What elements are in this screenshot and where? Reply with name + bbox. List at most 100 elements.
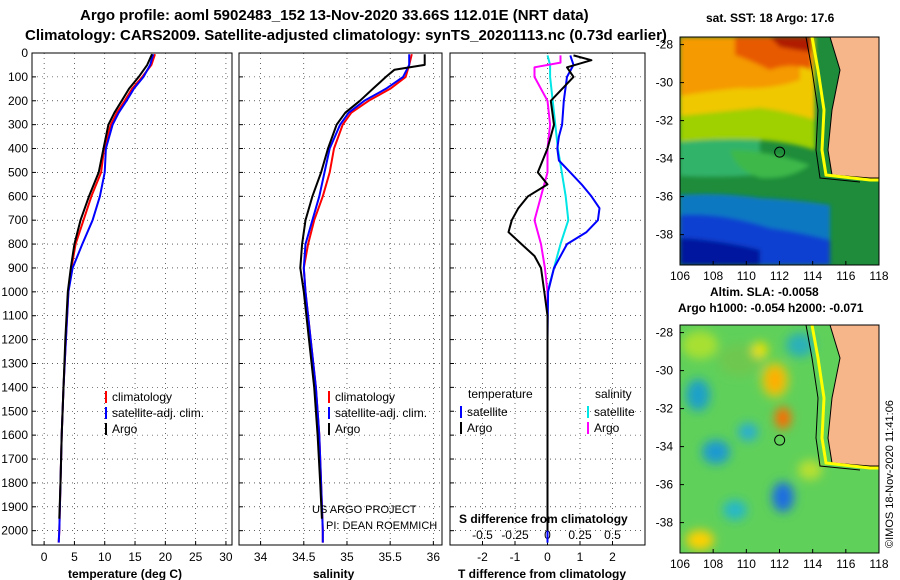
map-lon-label: 118: [869, 269, 888, 283]
x-tick-label: 10: [98, 550, 112, 564]
x-tick-label: 30: [219, 550, 233, 564]
depth-tick-label: 1700: [1, 452, 28, 466]
x-tick-label: 5: [71, 550, 78, 564]
map-lon-label: 110: [737, 557, 756, 571]
panel-frame: [31, 52, 233, 546]
panel-frame: [238, 52, 443, 546]
map-lat-label: -32: [656, 402, 674, 416]
series-line-satellite-adj-clim-: [302, 54, 411, 543]
map-lon-label: 114: [803, 269, 822, 283]
depth-tick-label: 1000: [1, 285, 28, 299]
x-tick-label: 36: [427, 550, 441, 564]
depth-tick-label: 0: [21, 46, 28, 60]
legend-climatology: climatology: [112, 390, 172, 404]
x-axis-title: temperature (deg C): [68, 567, 182, 580]
legend-temperature-header: temperature: [468, 387, 533, 401]
depth-tick-label: 1300: [1, 356, 28, 370]
depth-tick-label: 1500: [1, 404, 28, 418]
depth-tick-label: 1400: [1, 380, 28, 394]
depth-tick-label: 500: [8, 165, 28, 179]
depth-tick-label: 400: [8, 142, 28, 156]
difference-panel: -2 -1 0 1 2 T difference from climatology -0.5…: [449, 52, 646, 580]
legend-s-satellite-swatch: [587, 406, 589, 418]
depth-tick-label: 100: [8, 70, 28, 84]
sla-map-title1: Altim. SLA: -0.0058: [710, 285, 819, 299]
map-lat-label: -36: [656, 190, 674, 204]
map-lat-label: -36: [656, 478, 674, 492]
map-lon-label: 106: [670, 557, 690, 571]
x2-tick-label: -0.25: [501, 528, 529, 542]
figure-title-line2: Climatology: CARS2009. Satellite-adjuste…: [25, 27, 667, 44]
x-tick-label: 2: [609, 550, 616, 564]
legend-satellite: satellite-adj. clim.: [112, 406, 204, 420]
depth-axis-labels: 0 100 200 300 400 500 600 700 800 900 1000 1100 1200…: [1, 46, 28, 538]
x-tick-label: 35.5: [378, 550, 402, 564]
series-line-satellite-adj-clim-: [57, 53, 155, 543]
legend-climatology-swatch: [328, 391, 330, 403]
map-lat-label: -32: [656, 114, 674, 128]
sst-land: [812, 37, 879, 179]
pi-annotation: PI: DEAN ROEMMICH: [326, 520, 437, 532]
legend-t-argo: Argo: [467, 421, 493, 435]
sst-map-ticks: 106 108 110 112 114 116 118 -28 -30 -32 -34 -36 -38: [656, 38, 889, 283]
sla-map-title2: Argo h1000: -0.054 h2000: -0.071: [678, 301, 864, 315]
project-annotation: US ARGO PROJECT: [312, 504, 417, 516]
legend-satellite-swatch: [105, 407, 107, 419]
series-line-t-argo: [507, 54, 593, 531]
legend-s-argo-swatch: [587, 422, 589, 434]
map-lon-label: 108: [703, 557, 723, 571]
legend-t-satellite-swatch: [460, 406, 462, 418]
legend-argo: Argo: [112, 422, 138, 436]
map-lat-label: -28: [656, 326, 674, 340]
map-lat-label: -28: [656, 38, 674, 52]
x-axis-title: salinity: [313, 567, 355, 580]
series-line-argo: [299, 54, 426, 519]
map-lon-label: 116: [836, 557, 855, 571]
x-tick-label: -1: [510, 550, 521, 564]
map-lon-label: 112: [770, 269, 789, 283]
map-lon-label: 112: [770, 557, 789, 571]
legend-t-satellite: satellite: [467, 405, 508, 419]
figure-title-line1: Argo profile: aoml 5902483_152 13-Nov-20…: [80, 7, 589, 24]
imos-credit: ©IMOS 18-Nov-2020 11:41:06: [884, 400, 896, 548]
series-line-argo: [58, 53, 153, 519]
legend-s-satellite: satellite: [594, 405, 635, 419]
x-tick-label: 1: [577, 550, 584, 564]
map-lon-label: 118: [869, 557, 888, 571]
depth-tick-label: 2000: [1, 524, 28, 538]
legend-argo-swatch: [105, 423, 107, 435]
difference-legend: temperature salinity satellite Argo sate…: [460, 387, 635, 435]
legend-argo-swatch: [328, 423, 330, 435]
legend-satellite-swatch: [328, 407, 330, 419]
salinity-legend: climatology satellite-adj. clim. Argo: [328, 390, 427, 436]
depth-tick-label: 200: [8, 94, 28, 108]
legend-t-argo-swatch: [460, 422, 462, 434]
sla-land: [812, 325, 879, 467]
legend-argo: Argo: [335, 422, 361, 436]
sst-map-title: sat. SST: 18 Argo: 17.6: [706, 11, 835, 25]
x-tick-label: 25: [189, 550, 203, 564]
depth-tick-label: 1800: [1, 476, 28, 490]
temperature-panel: 0 5 10 15 20 25 30 temperature (deg C): [31, 52, 233, 580]
s-difference-axis-title: S difference from climatology: [459, 512, 628, 526]
depth-tick-label: 1100: [2, 309, 28, 323]
sst-map: sat. SST: 18 Argo: 17.6 106 108 110 112 114 1…: [656, 11, 889, 283]
depth-tick-label: 600: [8, 189, 28, 203]
x2-tick-label: -0.5: [472, 528, 493, 542]
map-lon-label: 114: [803, 557, 822, 571]
map-lon-label: 106: [670, 269, 690, 283]
map-lat-label: -38: [656, 516, 674, 530]
legend-climatology: climatology: [335, 390, 395, 404]
map-lat-label: -34: [656, 152, 674, 166]
map-lat-label: -34: [656, 440, 674, 454]
x-axis-title: T difference from climatology: [458, 567, 626, 580]
depth-tick-label: 900: [8, 261, 28, 275]
map-lat-label: -30: [656, 76, 674, 90]
depth-tick-label: 1200: [1, 333, 28, 347]
salinity-panel: 34 34.5 35 35.5 36 salinity: [238, 52, 443, 580]
map-lon-label: 116: [836, 269, 855, 283]
x2-tick-label: 0.25: [568, 528, 592, 542]
x-tick-label: -2: [477, 550, 488, 564]
x-tick-label: 15: [128, 550, 142, 564]
x-tick-label: 0: [41, 550, 48, 564]
